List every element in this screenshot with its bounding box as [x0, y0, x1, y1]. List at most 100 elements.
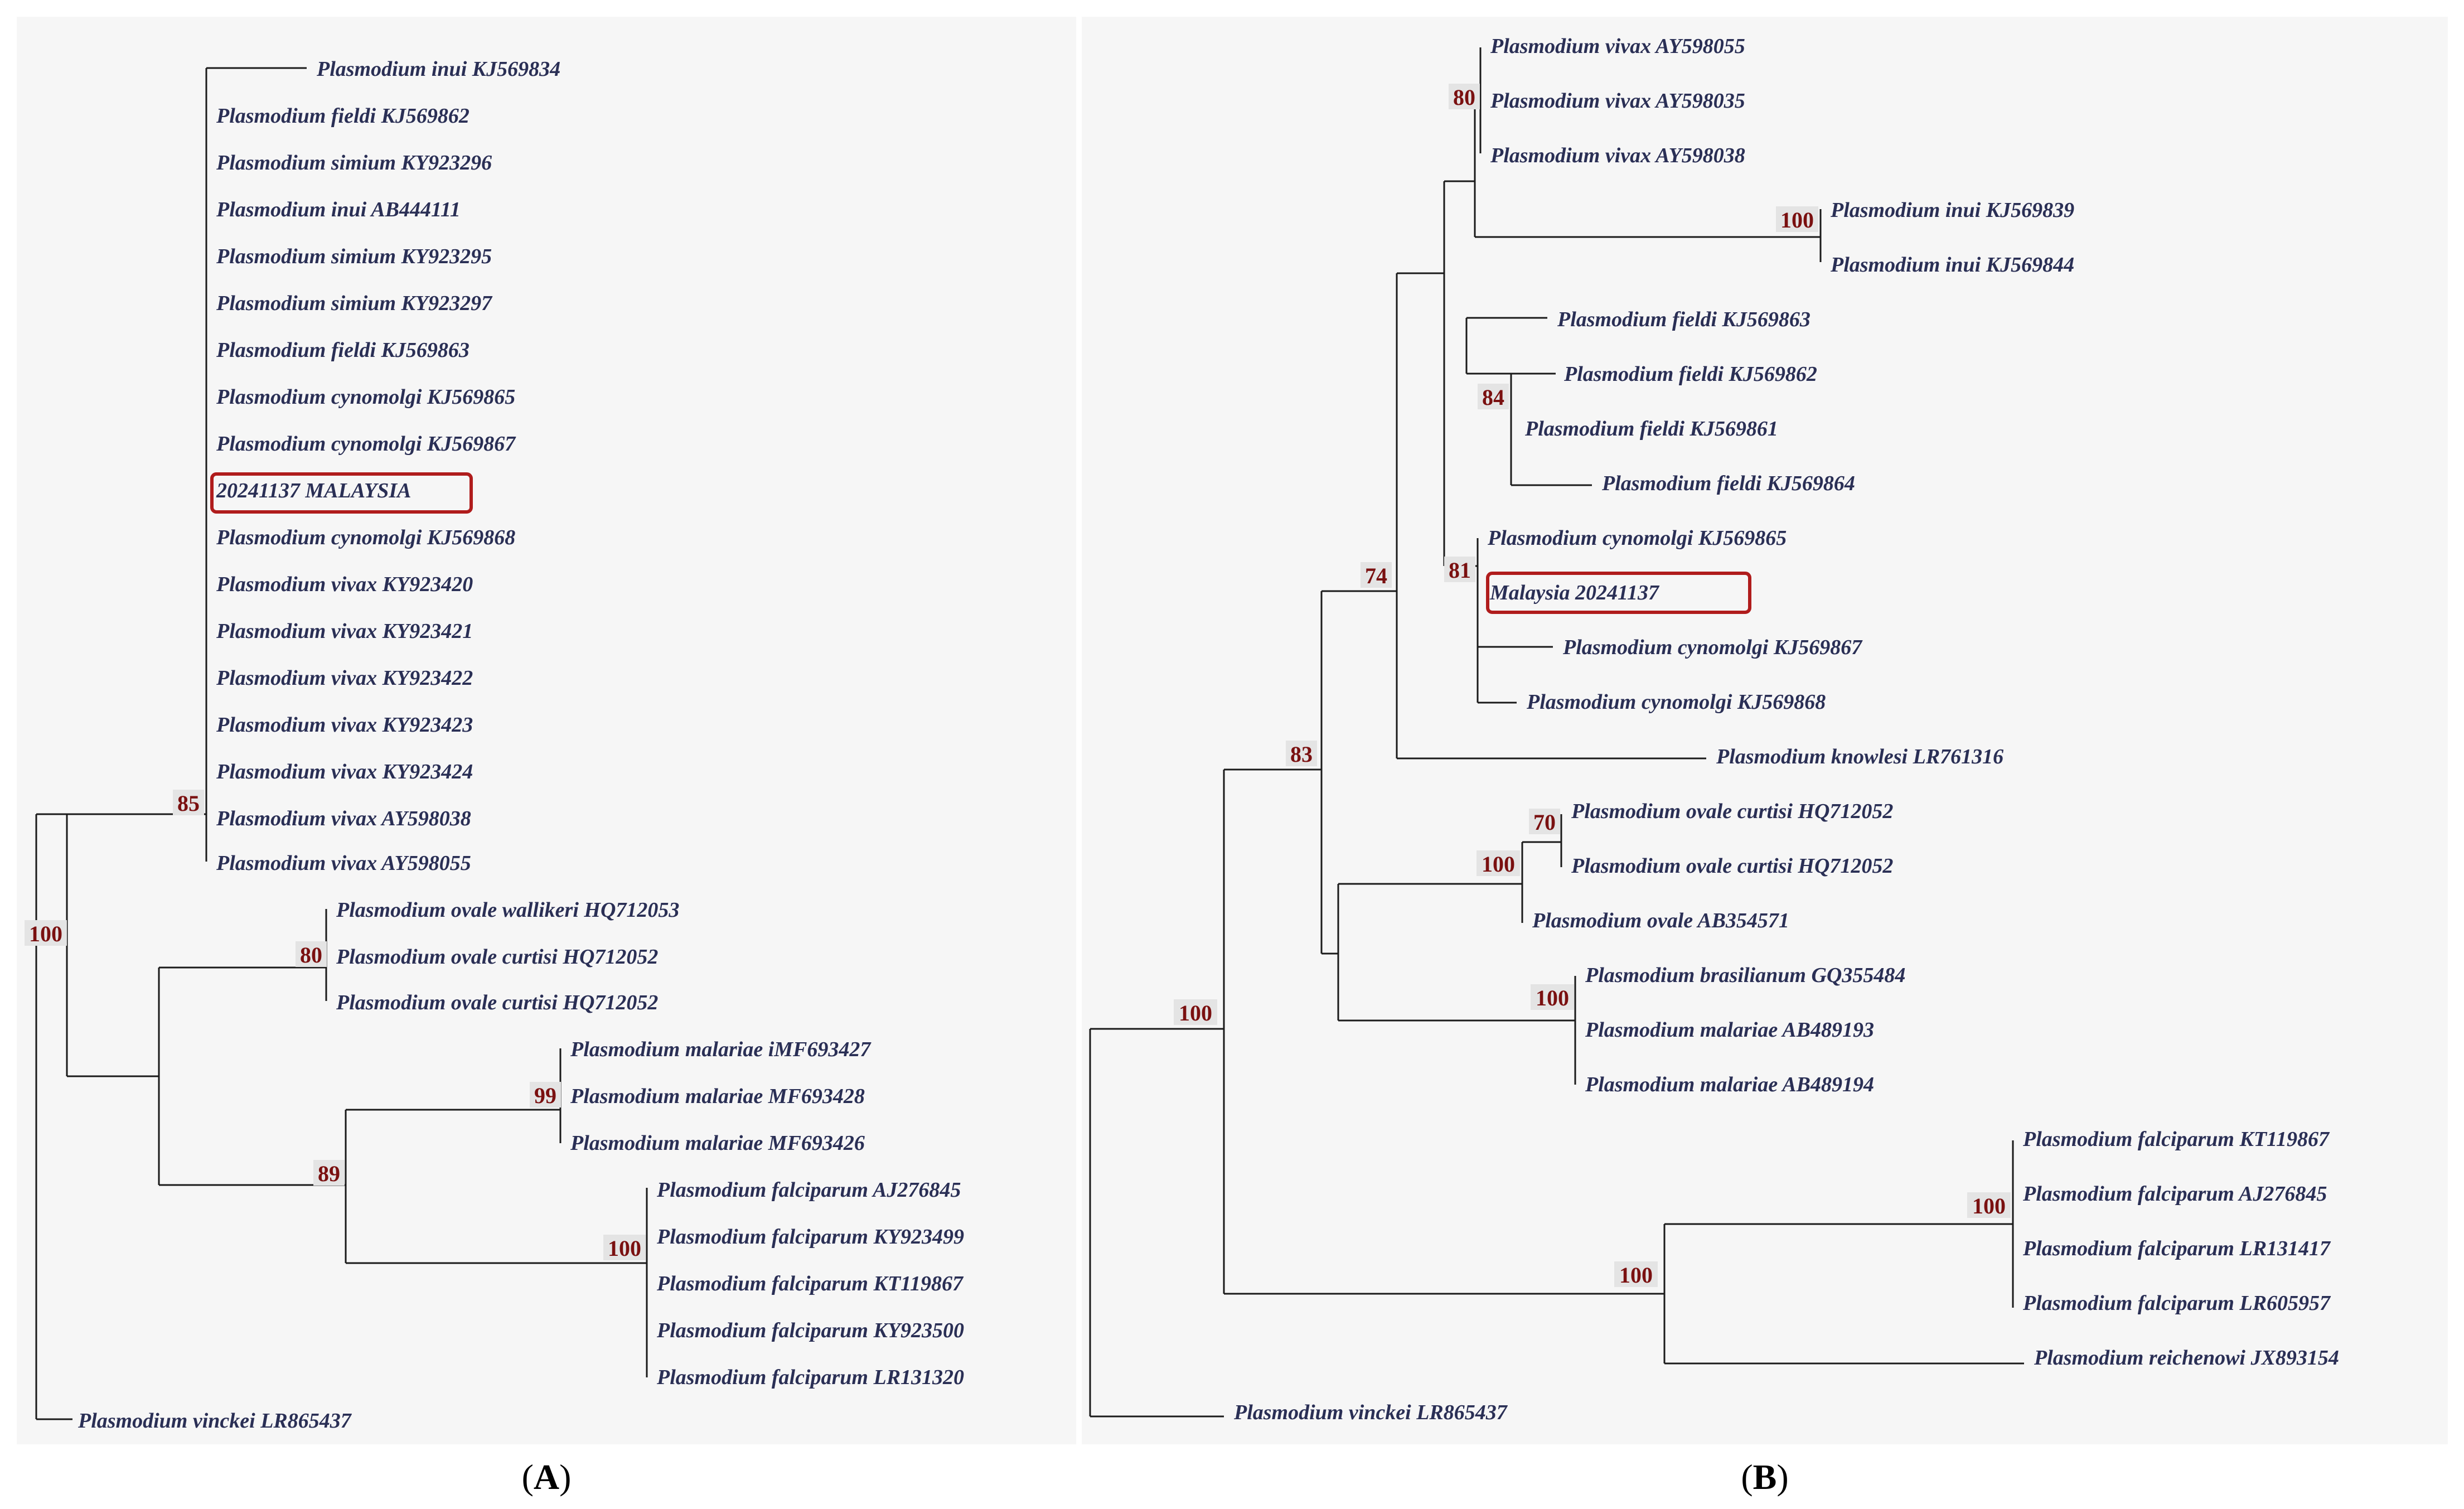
taxon-label: Plasmodium falciparum KT119867 [656, 1272, 964, 1295]
taxon-label: Plasmodium inui KJ569834 [316, 57, 560, 81]
taxon-label: Plasmodium falciparum AJ276845 [2022, 1182, 2327, 1206]
svg-text:99: 99 [534, 1083, 556, 1108]
taxon-label: Plasmodium ovale curtisi HQ712052 [336, 945, 658, 969]
taxon-label: Plasmodium ovale curtisi HQ712052 [1571, 800, 1893, 823]
taxon-label: Plasmodium falciparum LR131417 [2022, 1237, 2331, 1260]
bootstrap-label: 100 [603, 1235, 646, 1261]
bootstrap-label: 74 [1361, 562, 1392, 588]
taxon-label: Plasmodium inui KJ569839 [1830, 199, 2074, 222]
svg-text:85: 85 [177, 791, 200, 816]
svg-text:81: 81 [1449, 558, 1471, 583]
bootstrap-label: 81 [1444, 557, 1475, 583]
bootstrap-label: 80 [296, 941, 327, 968]
taxon-label: Plasmodium vivax AY598038 [216, 807, 471, 830]
svg-text:100: 100 [1972, 1193, 2006, 1218]
taxon-label: Plasmodium vivax AY598035 [1490, 89, 1745, 113]
taxon-label: Plasmodium inui AB444111 [216, 198, 461, 221]
tree-a-bootstrap: 85 100 80 99 89 100 [25, 790, 646, 1261]
svg-text:80: 80 [1453, 85, 1475, 110]
taxon-label: Plasmodium vinckei LR865437 [78, 1409, 352, 1433]
panel-label-b: (B) [1741, 1457, 1788, 1497]
taxon-label: Plasmodium vivax KY923421 [216, 620, 473, 643]
taxon-label: Plasmodium simium KY923295 [216, 245, 492, 268]
taxon-label: Plasmodium malariae MF693428 [570, 1085, 865, 1108]
taxon-label: Plasmodium simium KY923297 [216, 292, 493, 315]
bootstrap-label: 70 [1529, 809, 1560, 835]
bootstrap-label: 100 [1614, 1261, 1658, 1288]
tree-panel-a: Plasmodium inui KJ569834 Plasmodium fiel… [25, 57, 964, 1433]
bootstrap-label: 80 [1449, 84, 1480, 110]
svg-text:84: 84 [1482, 385, 1504, 410]
svg-text:100: 100 [29, 921, 62, 946]
tree-b-bootstrap: 80 100 84 81 74 83 [1174, 84, 2011, 1288]
taxon-label: Plasmodium ovale curtisi HQ712052 [336, 991, 658, 1014]
highlight-box [1486, 572, 1751, 614]
taxon-label: Plasmodium malariae AB489193 [1585, 1018, 1874, 1042]
taxon-label: Plasmodium cynomolgi KJ569867 [216, 432, 516, 456]
taxon-label: Plasmodium falciparum AJ276845 [656, 1178, 961, 1202]
svg-text:100: 100 [1619, 1263, 1653, 1288]
taxon-label: Plasmodium vivax KY923420 [216, 573, 473, 596]
taxon-label: Plasmodium malariae MF693426 [570, 1131, 865, 1155]
taxon-label: Plasmodium vivax AY598055 [1490, 35, 1745, 58]
tree-a-taxa: Plasmodium inui KJ569834 Plasmodium fiel… [78, 57, 964, 1433]
taxon-label: Plasmodium ovale curtisi HQ712052 [1571, 854, 1893, 878]
taxon-label: Plasmodium inui KJ569844 [1830, 253, 2074, 277]
svg-text:83: 83 [1290, 742, 1313, 767]
taxon-label: Plasmodium ovale AB354571 [1532, 909, 1789, 932]
taxon-label: Plasmodium reichenowi JX893154 [2034, 1346, 2339, 1370]
bootstrap-label: 83 [1286, 741, 1317, 767]
taxon-label: Plasmodium falciparum LR131320 [656, 1366, 964, 1389]
svg-text:80: 80 [300, 942, 322, 968]
bootstrap-label: 100 [1477, 850, 1520, 877]
svg-text:70: 70 [1533, 810, 1556, 835]
taxon-label: Plasmodium falciparum KT119867 [2022, 1128, 2330, 1151]
taxon-label: Plasmodium simium KY923296 [216, 151, 492, 175]
bootstrap-label: 100 [25, 920, 67, 946]
taxon-label: Plasmodium knowlesi LR761316 [1716, 745, 2003, 768]
svg-text:100: 100 [1179, 1000, 1212, 1026]
taxon-label: Plasmodium cynomolgi KJ569867 [1562, 636, 1863, 659]
taxon-label: Plasmodium falciparum LR605957 [2022, 1292, 2331, 1315]
taxon-label: Plasmodium vivax AY598038 [1490, 144, 1745, 167]
taxon-label: Plasmodium ovale wallikeri HQ712053 [336, 898, 679, 922]
taxon-label: Plasmodium fieldi KJ569862 [1563, 362, 1817, 386]
taxon-label: Plasmodium cynomolgi KJ569868 [216, 526, 515, 549]
taxon-label: Plasmodium malariae AB489194 [1585, 1073, 1874, 1096]
taxon-label: Plasmodium falciparum KY923499 [656, 1225, 964, 1249]
bootstrap-label: 100 [1967, 1192, 2011, 1218]
svg-text:100: 100 [1482, 852, 1515, 877]
taxon-label: Plasmodium vinckei LR865437 [1233, 1401, 1508, 1424]
taxon-label: Plasmodium vivax AY598055 [216, 852, 471, 875]
bootstrap-label: 84 [1478, 384, 1509, 410]
bootstrap-label: 100 [1531, 984, 1574, 1010]
taxon-label: Plasmodium cynomolgi KJ569865 [1487, 526, 1787, 550]
svg-text:74: 74 [1365, 563, 1387, 588]
taxon-label: Plasmodium fieldi KJ569863 [216, 338, 469, 362]
taxon-label: Plasmodium brasilianum GQ355484 [1585, 964, 1905, 987]
panel-label-a: (A) [522, 1457, 572, 1497]
highlighted-taxon-label: Malaysia 20241137 [1489, 581, 1660, 604]
taxon-label: Plasmodium cynomolgi KJ569868 [1526, 690, 1826, 714]
taxon-label: Plasmodium fieldi KJ569861 [1524, 417, 1778, 441]
taxon-label: Plasmodium cynomolgi KJ569865 [216, 385, 515, 409]
svg-text:100: 100 [1780, 207, 1814, 233]
taxon-label: Plasmodium fieldi KJ569862 [216, 104, 469, 128]
tree-b-branches [1089, 47, 2024, 1418]
taxon-label: Plasmodium vivax KY923423 [216, 713, 473, 737]
taxon-label: Plasmodium falciparum KY923500 [656, 1319, 964, 1342]
tree-panel-b: Plasmodium vivax AY598055 Plasmodium viv… [1089, 35, 2339, 1424]
svg-text:100: 100 [608, 1236, 641, 1261]
bootstrap-label: 100 [1776, 206, 1818, 233]
bootstrap-label: 89 [313, 1160, 345, 1186]
bootstrap-label: 100 [1174, 999, 1217, 1026]
svg-text:89: 89 [318, 1161, 340, 1186]
taxon-label: Plasmodium vivax KY923422 [216, 666, 473, 690]
taxon-label: Plasmodium malariae iMF693427 [570, 1038, 872, 1061]
highlighted-taxon-label: 20241137 MALAYSIA [216, 479, 411, 502]
taxon-label: Plasmodium fieldi KJ569863 [1557, 308, 1811, 331]
tree-b-taxa: Plasmodium vivax AY598055 Plasmodium viv… [1233, 35, 2339, 1424]
bootstrap-label: 99 [530, 1082, 561, 1108]
bootstrap-label: 85 [173, 790, 204, 816]
